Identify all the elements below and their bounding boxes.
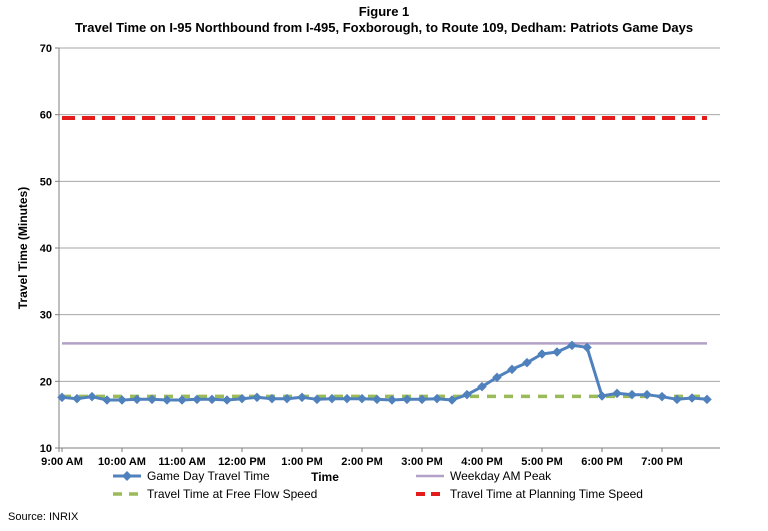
- data-point-marker: [672, 394, 682, 405]
- data-point-marker: [207, 394, 217, 405]
- data-point-marker: [687, 393, 697, 403]
- free-flow-dashed-swatch-icon: [113, 492, 141, 496]
- data-point-marker: [477, 381, 487, 392]
- data-point-marker: [492, 372, 502, 383]
- data-point-marker: [507, 364, 517, 375]
- data-point-marker: [312, 394, 322, 405]
- y-axis-title: Travel Time (Minutes): [16, 187, 30, 309]
- data-point-marker: [162, 395, 172, 405]
- x-axis-title: Time: [311, 470, 339, 484]
- data-point-marker: [432, 393, 442, 404]
- data-point-marker: [552, 347, 562, 357]
- axes: [55, 47, 720, 452]
- legend-item-game-day-travel-time: Game Day Travel Time: [112, 469, 270, 483]
- y-tick-label: 20: [40, 376, 52, 388]
- x-tick-label: 9:00 AM: [41, 456, 83, 468]
- x-tick-label: 6:00 PM: [581, 456, 623, 468]
- chart-title: Travel Time on I-95 Northbound from I-49…: [74, 20, 694, 35]
- data-point-marker: [87, 391, 97, 402]
- data-point-marker: [72, 393, 82, 404]
- data-point-marker: [642, 389, 652, 400]
- data-point-marker: [132, 394, 142, 405]
- figure-number: Figure 1: [358, 4, 410, 19]
- game-day-travel-time-line: [61, 343, 708, 402]
- x-tick-label: 4:00 PM: [461, 456, 503, 468]
- data-point-marker: [447, 395, 457, 405]
- y-tick-label: 40: [40, 243, 52, 255]
- am-peak-line-swatch-icon: [416, 474, 444, 478]
- data-point-marker: [402, 394, 412, 405]
- data-point-marker: [537, 349, 547, 359]
- tick-labels: 10 20 30 40 50 60 70 9:00 AM 10:00 AM 11:00 AM 12:…: [40, 43, 683, 468]
- x-tick-label: 5:00 PM: [521, 456, 563, 468]
- legend-item-planning-time-speed: Travel Time at Planning Time Speed: [415, 487, 643, 501]
- x-tick-label: 7:00 PM: [641, 456, 683, 468]
- data-point-marker: [387, 395, 397, 405]
- x-tick-label: 12:00 PM: [218, 456, 266, 468]
- y-tick-label: 10: [40, 443, 52, 455]
- data-point-marker: [192, 394, 202, 405]
- x-tick-label: 1:00 PM: [281, 456, 323, 468]
- y-tick-label: 50: [40, 176, 52, 188]
- data-point-marker: [222, 395, 232, 405]
- y-tick-label: 30: [40, 310, 52, 322]
- data-point-marker: [462, 389, 472, 400]
- data-point-marker: [297, 392, 307, 403]
- legend-item-weekday-am-peak: Weekday AM Peak: [415, 469, 551, 483]
- legend-label: Travel Time at Free Flow Speed: [147, 487, 318, 501]
- y-tick-label: 70: [40, 43, 52, 55]
- data-point-marker: [327, 393, 337, 404]
- game-day-line-swatch-icon: [113, 471, 141, 481]
- planning-time-dashed-swatch-icon: [416, 492, 444, 496]
- data-point-marker: [417, 394, 427, 405]
- data-point-marker: [627, 389, 637, 400]
- data-point-marker: [102, 395, 112, 405]
- data-point-marker: [147, 394, 157, 405]
- data-point-marker: [597, 391, 607, 401]
- x-tick-label: 10:00 AM: [98, 456, 146, 468]
- data-series: [57, 116, 712, 405]
- x-tick-label: 3:00 PM: [401, 456, 443, 468]
- data-point-marker: [117, 395, 127, 405]
- data-point-marker: [237, 393, 247, 404]
- y-tick-label: 60: [40, 110, 52, 122]
- gridlines: [59, 47, 720, 382]
- data-point-marker: [657, 391, 667, 402]
- x-tick-label: 2:00 PM: [341, 456, 383, 468]
- data-point-marker: [582, 342, 592, 353]
- data-point-marker: [567, 340, 577, 351]
- data-point-marker: [282, 393, 292, 404]
- x-tick-label: 11:00 AM: [158, 456, 205, 468]
- data-point-marker: [267, 393, 277, 404]
- data-point-marker: [522, 357, 532, 368]
- legend-label: Travel Time at Planning Time Speed: [450, 487, 643, 501]
- data-point-marker: [252, 392, 262, 403]
- legend-item-free-flow-speed: Travel Time at Free Flow Speed: [112, 487, 317, 501]
- data-point-marker: [342, 393, 352, 404]
- source-note: Source: INRIX: [8, 511, 79, 523]
- legend-label: Weekday AM Peak: [450, 469, 552, 483]
- data-point-marker: [177, 395, 187, 405]
- data-point-marker: [702, 394, 712, 405]
- legend-label: Game Day Travel Time: [147, 469, 270, 483]
- data-point-marker: [57, 392, 67, 403]
- data-point-marker: [372, 394, 382, 405]
- data-point-marker: [612, 388, 622, 399]
- data-point-marker: [357, 393, 367, 404]
